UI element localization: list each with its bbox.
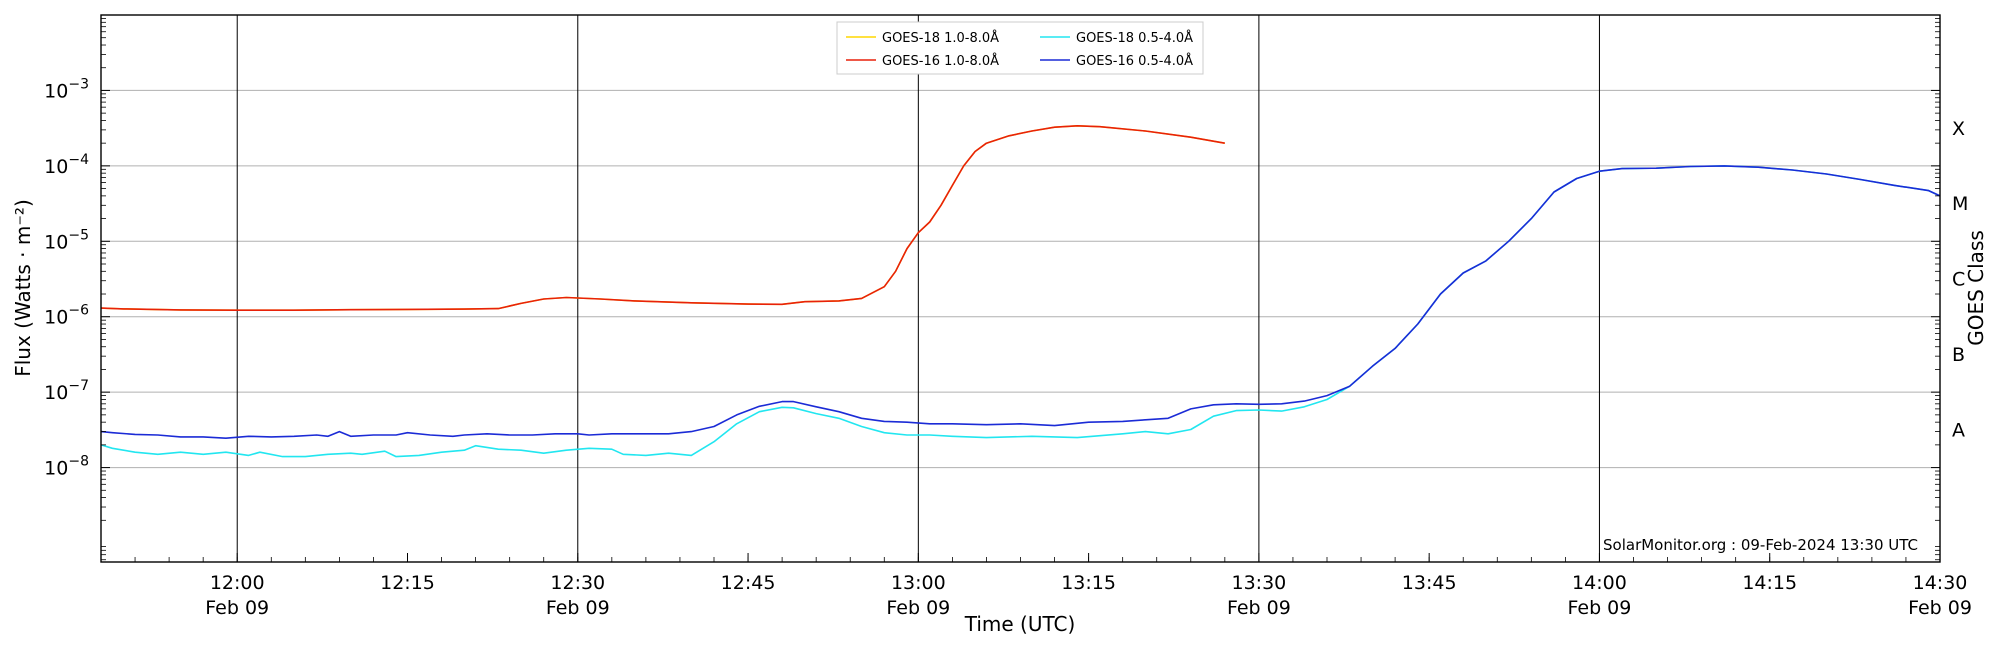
y-tick-label: 10−5 [44,227,89,253]
y-tick-label: 10−3 [44,76,89,102]
series-layer [100,125,1941,458]
x-tick-date-label: Feb 09 [1568,597,1632,619]
goes-class-label: B [1952,344,1965,366]
x-tick-label: 14:30 [1913,572,1968,594]
legend-label: GOES-16 0.5-4.0Å [1076,53,1193,69]
legend-box [836,21,1204,75]
x-tick-label: 12:30 [550,572,605,594]
x-tick-date-label: Feb 09 [205,597,269,619]
legend-label: GOES-18 0.5-4.0Å [1076,30,1193,46]
x-tick-date-label: Feb 09 [886,597,950,619]
goes-class-label: M [1952,193,1968,215]
x-axis-title: Time (UTC) [964,612,1076,636]
y-tick-label: 10−4 [44,152,89,178]
x-tick-label: 14:15 [1742,572,1797,594]
series-line [100,165,1941,439]
x-tick-label: 13:30 [1232,572,1287,594]
x-tick-label: 13:00 [891,572,946,594]
legend-label: GOES-16 1.0-8.0Å [882,53,999,69]
goes-class-axis-title: GOES Class [1964,230,1988,346]
y-tick-label: 10−7 [44,378,89,404]
legend-label: GOES-18 1.0-8.0Å [882,30,999,46]
x-tick-label: 12:00 [210,572,265,594]
ticks-layer: 10−8 10−7 10−6 10−5 10−4 10−3 12:00 Feb 09 12:15… [44,18,1972,619]
y-tick-label: 10−8 [44,454,89,480]
goes-class-label: A [1952,419,1965,441]
x-tick-date-label: Feb 09 [1227,597,1291,619]
grid-layer [101,15,1941,562]
goes-class-label: X [1952,118,1965,140]
x-tick-label: 14:00 [1572,572,1627,594]
x-tick-label: 12:45 [721,572,776,594]
legend: GOES-18 1.0-8.0Å GOES-16 1.0-8.0Å GOES-18 … [836,21,1204,75]
x-tick-date-label: Feb 09 [1908,597,1972,619]
credit-text: SolarMonitor.org : 09-Feb-2024 13:30 UTC [1603,536,1918,554]
y-axis-title: Flux (Watts · m⁻²) [11,199,35,377]
series-line [100,125,1225,311]
x-tick-date-label: Feb 09 [546,597,610,619]
x-tick-label: 13:45 [1402,572,1457,594]
x-tick-label: 12:15 [380,572,435,594]
x-tick-label: 13:15 [1061,572,1116,594]
goes-class-label: C [1952,269,1965,291]
y-tick-label: 10−6 [44,303,89,329]
